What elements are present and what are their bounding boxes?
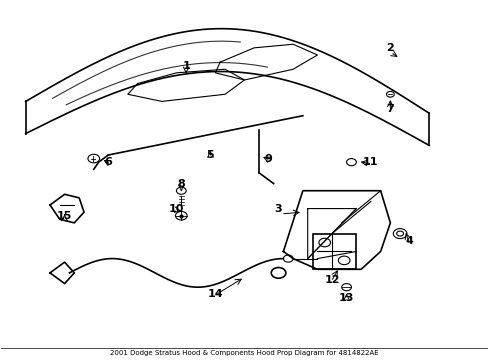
Text: 10: 10	[168, 203, 184, 213]
Text: 14: 14	[207, 289, 223, 299]
Text: 9: 9	[264, 154, 272, 163]
Text: 15: 15	[57, 211, 72, 221]
Text: 6: 6	[104, 157, 112, 167]
Text: 3: 3	[274, 203, 282, 213]
Text: 13: 13	[338, 293, 354, 303]
Bar	[312, 234, 356, 269]
Text: 11: 11	[363, 157, 378, 167]
Text: 7: 7	[386, 104, 393, 113]
Text: 4: 4	[405, 236, 413, 246]
Text: 1: 1	[182, 61, 190, 71]
Text: 8: 8	[177, 179, 185, 189]
Text: 5: 5	[206, 150, 214, 160]
Text: 2: 2	[386, 43, 393, 53]
Text: 12: 12	[324, 275, 339, 285]
Text: 2001 Dodge Stratus Hood & Components Hood Prop Diagram for 4814822AE: 2001 Dodge Stratus Hood & Components Hoo…	[110, 350, 378, 356]
